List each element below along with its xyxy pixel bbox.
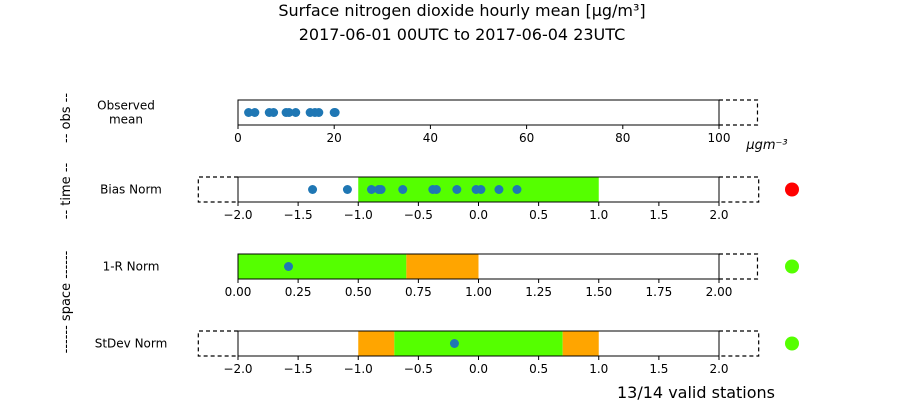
extended-range-right <box>719 176 760 203</box>
group-label-obs: -- obs -- <box>59 93 74 143</box>
data-point <box>291 108 301 117</box>
chart-title-line2: 2017-06-01 00UTC to 2017-06-04 23UTC <box>299 25 626 44</box>
x-tick-label: −2.0 <box>223 362 252 376</box>
metric-row-1: Observed mean 0 20 40 60 80 100 μgm⁻³ <box>97 99 788 154</box>
row-label-line: Observed <box>97 99 155 113</box>
band-warn <box>406 254 479 279</box>
data-point <box>314 108 324 117</box>
status-indicator-good <box>785 336 799 351</box>
row-label-line: 1-R Norm <box>103 260 160 274</box>
x-tick-label: 1.5 <box>649 362 668 376</box>
row-label: Bias Norm <box>100 183 162 197</box>
x-tick-label: −1.0 <box>344 208 373 222</box>
x-tick-label: 0.5 <box>529 208 548 222</box>
band-warn <box>562 331 599 356</box>
x-tick-label: 1.25 <box>525 285 552 299</box>
data-point <box>244 108 254 117</box>
data-point <box>330 108 340 117</box>
metric-row-3: 1-R Norm 0.00 0.25 0.50 0.75 1.00 1.25 1.50 1.75… <box>103 253 799 299</box>
data-point <box>494 185 504 194</box>
x-tick-label: −0.5 <box>404 362 433 376</box>
x-tick-label: 60 <box>519 131 534 145</box>
row-label: Observed mean <box>97 99 155 127</box>
x-tick-label: 80 <box>615 131 630 145</box>
data-point <box>250 108 260 117</box>
x-tick-label: 0 <box>234 131 242 145</box>
x-tick-label: −1.5 <box>284 208 313 222</box>
x-tick-label: −1.5 <box>284 362 313 376</box>
status-indicator-good <box>785 259 799 274</box>
x-tick-label: 0.75 <box>405 285 432 299</box>
x-tick-label: 0.5 <box>529 362 548 376</box>
extended-range-right <box>719 253 759 280</box>
x-tick-label: 0.0 <box>469 208 488 222</box>
metric-row-4: StDev Norm −2.0 −1.5 −1.0 −0.5 0.0 0.5 1.0 1.5 2.… <box>95 330 799 376</box>
x-tick-label: 0.00 <box>225 285 252 299</box>
group-label-time: -- time -- <box>59 162 74 219</box>
data-point <box>366 185 376 194</box>
x-tick-label: −2.0 <box>223 208 252 222</box>
data-point <box>452 185 462 194</box>
data-point <box>269 108 279 117</box>
status-indicator-bad <box>785 182 799 197</box>
x-tick-label: 2.00 <box>706 285 733 299</box>
metric-row-2: Bias Norm −2.0 −1.5 −1.0 −0.5 0.0 0.5 1.0 1.5 2.0 <box>100 176 799 222</box>
data-point <box>431 185 441 194</box>
x-tick-label: −0.5 <box>404 208 433 222</box>
band-good <box>238 254 407 279</box>
row-label-line: mean <box>109 113 143 127</box>
x-tick-label: 0.25 <box>285 285 312 299</box>
extended-range-right <box>719 330 760 357</box>
x-tick-label: 20 <box>327 131 342 145</box>
extended-range-left <box>197 330 238 357</box>
data-point <box>342 185 352 194</box>
unit-label: μgm⁻³ <box>745 138 787 153</box>
x-tick-label: 100 <box>708 131 731 145</box>
band-good <box>394 331 563 356</box>
data-point <box>308 185 318 194</box>
data-point <box>449 339 459 348</box>
row-label-line: Bias Norm <box>100 183 162 197</box>
x-tick-label: 40 <box>423 131 438 145</box>
row-label-line: StDev Norm <box>95 337 168 351</box>
x-tick-label: 0.0 <box>469 362 488 376</box>
x-tick-label: 1.50 <box>585 285 612 299</box>
data-point <box>398 185 408 194</box>
x-tick-label: 0.50 <box>345 285 372 299</box>
row-label: StDev Norm <box>95 337 168 351</box>
x-tick-label: 2.0 <box>709 362 728 376</box>
x-tick-label: 1.75 <box>646 285 673 299</box>
x-tick-label: 1.5 <box>649 208 668 222</box>
valid-stations-footer: 13/14 valid stations <box>617 383 775 400</box>
x-tick-label: 1.0 <box>589 362 608 376</box>
extended-range-right <box>719 99 759 126</box>
data-point <box>284 262 294 271</box>
x-tick-label: 1.00 <box>465 285 492 299</box>
data-point <box>476 185 486 194</box>
data-point <box>376 185 386 194</box>
metric-rows: Observed mean 0 20 40 60 80 100 μgm⁻³ Bias Norm −2… <box>95 99 799 376</box>
x-tick-label: 1.0 <box>589 208 608 222</box>
data-point <box>284 108 294 117</box>
data-point <box>512 185 522 194</box>
chart-title-line1: Surface nitrogen dioxide hourly mean [μg… <box>278 1 645 20</box>
band-warn <box>358 331 395 356</box>
row-label: 1-R Norm <box>103 260 160 274</box>
x-tick-label: −1.0 <box>344 362 373 376</box>
axis-frame <box>237 99 720 126</box>
x-tick-label: 2.0 <box>709 208 728 222</box>
group-label-space: ------ space ------ <box>59 250 74 353</box>
extended-range-left <box>197 176 238 203</box>
